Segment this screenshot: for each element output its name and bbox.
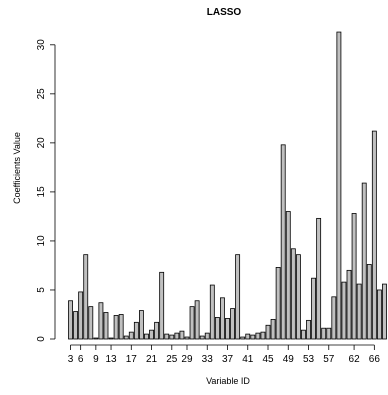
bar-31: [194, 300, 200, 340]
y-tick-label: 5: [36, 287, 47, 293]
bar-28: [179, 330, 185, 340]
x-tick-label: 25: [166, 354, 178, 365]
bar-40: [240, 336, 246, 340]
bar-4: [73, 311, 79, 340]
bar-29: [184, 336, 190, 340]
bar-45: [265, 324, 271, 340]
bar-46: [270, 318, 276, 340]
bar-13: [108, 337, 114, 340]
bar-34: [209, 284, 215, 340]
bar-21: [149, 329, 154, 340]
bar-17: [128, 331, 134, 340]
bar-15: [118, 314, 124, 340]
bar-33: [204, 332, 210, 340]
bars-group: [68, 31, 387, 340]
bar-16: [123, 335, 129, 340]
x-axis-title: Variable ID: [206, 376, 250, 386]
bar-67: [376, 289, 382, 340]
x-tick-label: 49: [283, 354, 295, 365]
bar-10: [98, 302, 104, 340]
x-tick-label: 66: [369, 354, 381, 365]
x-tick-label: 9: [93, 354, 99, 365]
bar-54: [311, 277, 316, 340]
bar-53: [306, 319, 311, 340]
bar-35: [214, 317, 220, 340]
x-tick-label: 33: [202, 354, 214, 365]
y-tick-label: 0: [36, 336, 47, 342]
bar-66: [371, 130, 377, 340]
y-tick-label: 25: [36, 88, 47, 100]
x-tick-label: 6: [78, 354, 84, 365]
x-tick-label: 13: [105, 354, 117, 365]
bar-43: [255, 332, 261, 340]
bar-56: [321, 327, 327, 340]
bar-49: [285, 211, 291, 340]
bar-25: [169, 334, 175, 340]
x-tick-label: 45: [262, 354, 274, 365]
bar-23: [159, 271, 165, 340]
bar-50: [290, 248, 296, 340]
chart-title: LASSO: [207, 7, 242, 18]
y-tick-label: 10: [36, 235, 47, 247]
x-tick-label: 62: [349, 354, 361, 365]
bar-14: [113, 315, 119, 340]
bar-42: [250, 334, 256, 340]
x-tick-label: 41: [242, 354, 254, 365]
bar-52: [301, 329, 306, 340]
bar-38: [230, 308, 235, 340]
bar-59: [336, 31, 342, 340]
bar-65: [366, 264, 372, 340]
bar-57: [326, 327, 332, 340]
bar-39: [235, 254, 241, 340]
bar-62: [351, 213, 357, 340]
bar-63: [356, 283, 362, 340]
x-axis: 3 6 9 13 17 21 25 29 33 37 41 45 49 53 57 62 66: [68, 344, 381, 365]
bar-32: [199, 335, 205, 340]
x-tick-label: 53: [303, 354, 315, 365]
bar-7: [83, 254, 89, 340]
bar-41: [245, 333, 251, 340]
x-tick-label: 37: [222, 354, 234, 365]
bar-3: [68, 300, 73, 340]
x-tick-label: 57: [323, 354, 335, 365]
bar-47: [275, 267, 281, 340]
bar-9: [93, 337, 99, 340]
y-axis: 0 5 10 15 20 25 30: [36, 39, 56, 342]
bar-6: [78, 291, 84, 340]
bar-58: [331, 296, 337, 340]
bar-55: [316, 217, 322, 340]
bar-8: [88, 306, 94, 340]
bar-64: [361, 182, 367, 340]
bar-12: [103, 312, 109, 340]
y-axis-title: Coefficients Value: [12, 132, 22, 204]
bar-26: [174, 332, 180, 340]
bar-37: [225, 318, 230, 340]
bar-60: [341, 281, 347, 340]
bar-19: [138, 310, 144, 340]
y-tick-label: 30: [36, 39, 47, 51]
y-tick-label: 15: [36, 186, 47, 198]
x-tick-label: 3: [68, 354, 74, 365]
bar-20: [144, 333, 149, 340]
x-tick-label: 21: [146, 354, 158, 365]
bar-51: [295, 254, 301, 340]
bar-24: [164, 333, 170, 340]
bar-44: [260, 331, 266, 340]
x-tick-label: 29: [181, 354, 193, 365]
bar-36: [220, 297, 225, 340]
bar-61: [346, 269, 352, 340]
x-tick-label: 17: [126, 354, 138, 365]
bar-18: [133, 321, 139, 340]
y-tick-label: 20: [36, 137, 47, 149]
bar-48: [280, 144, 286, 340]
bar-68: [382, 283, 387, 340]
bar-30: [189, 306, 195, 340]
bar-22: [154, 321, 160, 340]
